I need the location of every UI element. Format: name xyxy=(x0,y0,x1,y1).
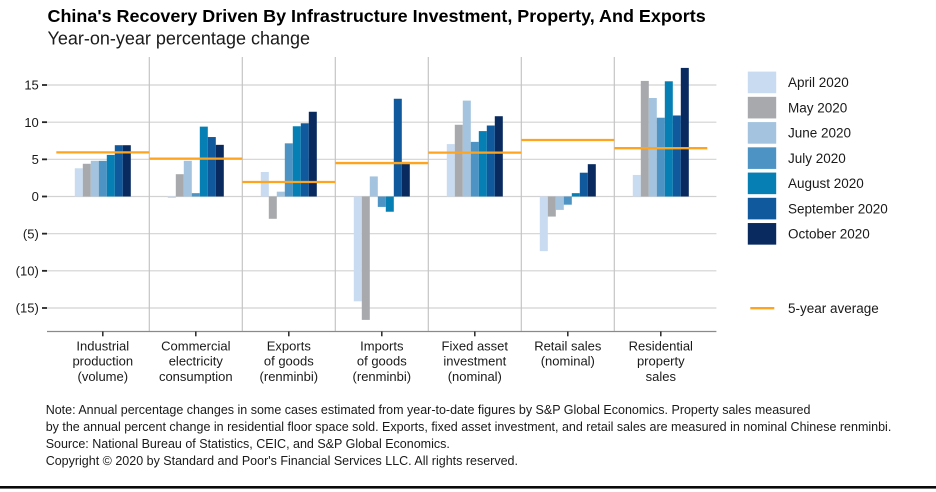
svg-text:10: 10 xyxy=(24,115,38,130)
svg-text:(renminbi): (renminbi) xyxy=(353,369,412,384)
svg-text:(15): (15) xyxy=(16,301,39,316)
svg-text:August 2020: August 2020 xyxy=(788,176,864,191)
svg-text:Copyright © 2020 by Standard a: Copyright © 2020 by Standard and Poor's … xyxy=(46,454,518,468)
svg-text:May 2020: May 2020 xyxy=(788,100,847,115)
svg-text:of goods: of goods xyxy=(357,354,407,369)
svg-text:of goods: of goods xyxy=(264,354,314,369)
svg-text:October 2020: October 2020 xyxy=(788,227,870,242)
svg-text:(volume): (volume) xyxy=(78,369,129,384)
svg-text:China's Recovery Driven By Inf: China's Recovery Driven By Infrastructur… xyxy=(48,6,706,26)
svg-text:Exports: Exports xyxy=(267,339,312,354)
svg-text:15: 15 xyxy=(24,78,38,93)
svg-text:Year-on-year percentage change: Year-on-year percentage change xyxy=(48,28,311,48)
svg-text:September 2020: September 2020 xyxy=(788,201,888,216)
svg-text:Industrial: Industrial xyxy=(76,339,129,354)
svg-text:(nominal): (nominal) xyxy=(448,369,502,384)
svg-text:(renminbi): (renminbi) xyxy=(260,369,319,384)
svg-text:Source: National Bureau of Sta: Source: National Bureau of Statistics, C… xyxy=(46,437,450,451)
svg-text:April 2020: April 2020 xyxy=(788,75,849,90)
svg-text:investment: investment xyxy=(443,354,506,369)
svg-text:(nominal): (nominal) xyxy=(541,354,595,369)
svg-text:Imports: Imports xyxy=(360,339,404,354)
svg-text:sales: sales xyxy=(646,369,677,384)
svg-text:consumption: consumption xyxy=(159,369,233,384)
svg-text:production: production xyxy=(72,354,133,369)
svg-text:(10): (10) xyxy=(16,264,39,279)
svg-text:June 2020: June 2020 xyxy=(788,126,851,141)
svg-text:5: 5 xyxy=(32,152,39,167)
svg-text:Note: Annual percentage change: Note: Annual percentage changes in some … xyxy=(46,403,811,417)
svg-text:July 2020: July 2020 xyxy=(788,151,846,166)
svg-text:property: property xyxy=(637,354,685,369)
svg-text:Retail sales: Retail sales xyxy=(534,339,602,354)
svg-text:Residential: Residential xyxy=(629,339,693,354)
svg-text:electricity: electricity xyxy=(169,354,224,369)
svg-text:Commercial: Commercial xyxy=(161,339,230,354)
svg-text:5-year average: 5-year average xyxy=(788,301,879,316)
svg-text:(5): (5) xyxy=(23,226,39,241)
svg-text:Fixed asset: Fixed asset xyxy=(442,339,509,354)
svg-text:by the annual percent change i: by the annual percent change in resident… xyxy=(46,420,892,434)
svg-text:0: 0 xyxy=(32,189,39,204)
